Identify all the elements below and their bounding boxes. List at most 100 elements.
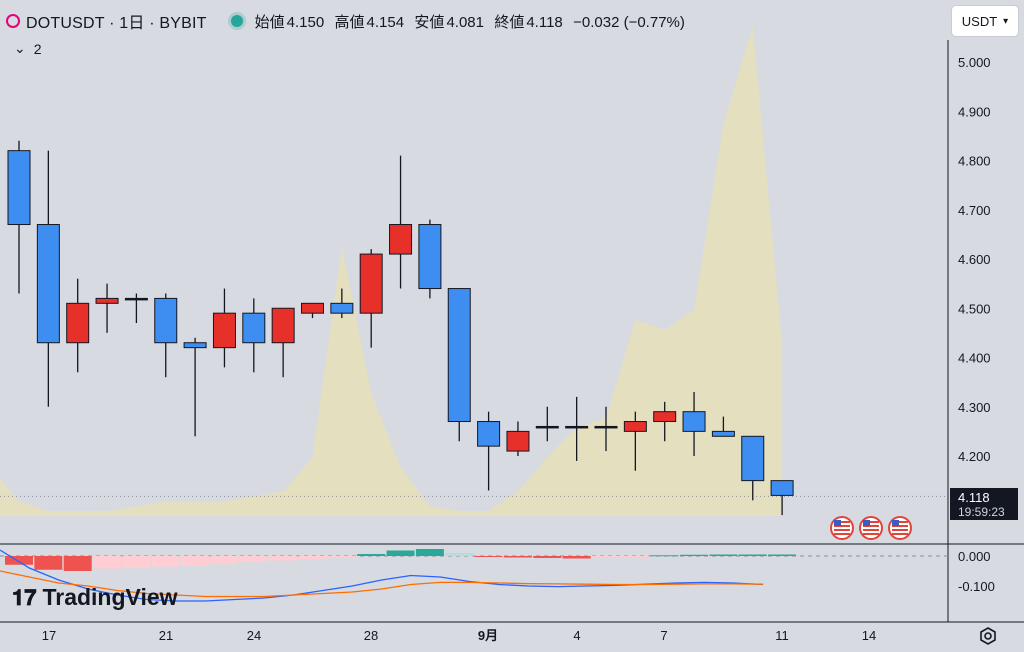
volume-area: [0, 26, 783, 516]
candle: [66, 278, 90, 373]
time-tick-label: 11: [775, 628, 789, 643]
macd-tick-label: -0.100: [958, 579, 995, 594]
macd-histogram-bar: [5, 556, 33, 565]
macd-histogram-bar: [503, 556, 532, 558]
candle-body: [535, 425, 559, 429]
time-tick-label: 28: [364, 628, 378, 643]
us-flag-icon: [830, 516, 854, 540]
macd-histogram-bar: [327, 556, 356, 558]
symbol-title[interactable]: DOTUSDT · 1日 · BYBIT: [26, 15, 207, 32]
candle: [594, 406, 618, 452]
logo-text: TradingView: [42, 584, 178, 610]
macd-histogram-bar: [298, 556, 327, 559]
candle: [330, 288, 354, 319]
candle: [301, 302, 324, 319]
macd-histogram-bar: [122, 556, 151, 568]
candle-body: [36, 224, 60, 344]
price-tick-label: 4.700: [958, 203, 991, 218]
candle: [242, 298, 266, 373]
time-tick-label: 14: [862, 628, 876, 643]
candle-body: [271, 307, 295, 344]
price-tick-label: 4.500: [958, 301, 991, 316]
candle: [154, 293, 178, 378]
candle-body: [653, 411, 677, 423]
candle-body: [154, 297, 178, 344]
time-tick-label: 7: [660, 628, 667, 643]
candle-body: [565, 425, 589, 429]
candle-body: [124, 297, 148, 301]
candle: [447, 288, 471, 442]
candle-body: [183, 342, 207, 349]
candle: [535, 406, 559, 442]
price-tick-label: 4.400: [958, 351, 991, 366]
candle: [36, 150, 60, 407]
last-price-label: 4.118: [958, 490, 990, 505]
ohlc-values: 始値 4.150 高値 4.154 安値 4.081 終値 4.118 −0.032 (…: [254, 13, 685, 31]
candle-body: [212, 312, 236, 349]
polkadot-icon: [6, 14, 20, 28]
macd-histogram-bar: [357, 554, 386, 556]
macd-histogram-bar: [768, 554, 797, 556]
time-tick-label: 4: [573, 628, 580, 643]
us-flag-icon: [888, 516, 912, 540]
macd-histogram-bar: [445, 553, 474, 556]
macd-histogram-bar: [93, 556, 122, 569]
tradingview-mark-icon: 𝟏𝟕: [12, 584, 37, 610]
price-tick-label: 4.900: [958, 104, 991, 119]
time-tick-label: 17: [42, 628, 56, 643]
candle-body: [623, 421, 647, 432]
candle: [682, 391, 706, 456]
candle-body: [506, 430, 530, 452]
chart-legend: DOTUSDT · 1日 · BYBIT 始値 4.150 高値 4.154 安値 4…: [6, 8, 687, 34]
candle-body: [594, 425, 618, 429]
signal-line: [0, 570, 764, 598]
time-tick-label: 21: [159, 628, 173, 643]
macd-tick-label: 0.000: [958, 549, 991, 564]
candle: [477, 411, 501, 491]
currency-label: USDT: [961, 13, 998, 29]
candle: [124, 293, 148, 324]
time-tick-label: 24: [247, 628, 261, 643]
candle: [212, 288, 236, 368]
macd-histogram-bar: [386, 550, 415, 556]
last-price-badge: [950, 488, 1018, 520]
macd-histogram-bar: [650, 555, 679, 557]
candle: [7, 140, 31, 294]
candle: [565, 396, 589, 461]
candle: [271, 307, 295, 378]
macd-histogram-bar: [63, 556, 92, 571]
us-flag-icon: [859, 516, 883, 540]
candle: [506, 421, 530, 456]
candle-body: [330, 302, 354, 314]
tradingview-logo[interactable]: 𝟏𝟕 TradingView: [12, 584, 178, 611]
macd-histogram-bar: [562, 556, 591, 559]
countdown-label: 19:59:23: [958, 505, 1005, 519]
candle-body: [711, 430, 735, 437]
candle-body: [359, 253, 383, 314]
candle: [418, 219, 442, 299]
candle: [359, 249, 383, 348]
macd-histogram-bar: [709, 554, 738, 556]
candle: [770, 480, 794, 516]
macd-histogram-bar: [680, 554, 709, 556]
candle-body: [477, 421, 501, 447]
macd-histogram-bar: [533, 556, 562, 558]
candle-body: [66, 302, 90, 344]
chevron-down-icon: ⌄: [14, 40, 26, 56]
time-tick-label: 9月: [478, 628, 498, 643]
macd-histogram-bar: [415, 549, 444, 556]
price-tick-label: 4.300: [958, 400, 991, 415]
chevron-down-icon: ▾: [1003, 15, 1009, 27]
candle-body: [389, 224, 413, 255]
candle-body: [7, 150, 31, 226]
indicator-collapse-toggle[interactable]: ⌄ 2: [14, 40, 42, 57]
currency-button[interactable]: USDT ▾: [952, 6, 1018, 36]
gear-icon[interactable]: [978, 626, 998, 646]
candle: [711, 416, 735, 437]
macd-histogram-bar: [181, 556, 210, 566]
candle: [741, 435, 765, 501]
macd-histogram-bar: [621, 556, 650, 557]
candle-body: [741, 435, 765, 482]
